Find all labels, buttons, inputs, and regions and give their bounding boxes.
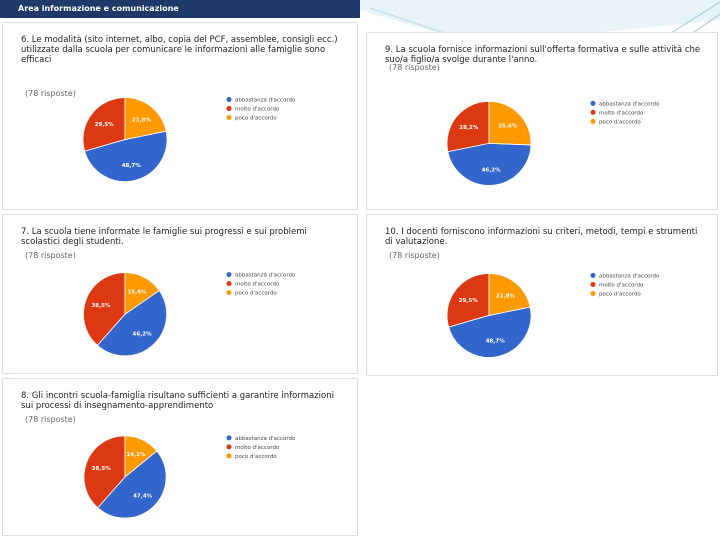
slice-label: 29,5% [95,122,115,128]
legend-swatch [590,281,596,287]
pie-slice [446,100,490,153]
chart-subtitle: (78 risposte) [25,89,76,98]
legend-label: poco d'accordo [235,291,277,297]
slice-label: 38,5% [91,303,111,309]
legend-label: abbastanza d'accordo [599,273,660,279]
legend-swatch [226,290,232,296]
pie-slice [447,142,532,186]
legend-swatch [590,109,596,115]
pie-slice [96,290,167,357]
legend-swatch [226,435,232,441]
legend-swatch [226,272,232,278]
pie-slice [124,97,167,141]
chart-panel: 6. Le modalità (sito internet, albo, cop… [2,22,358,210]
chart-title: 8. Gli incontri scuola-famiglia risultan… [21,391,334,411]
slice-label: 48,7% [122,163,142,169]
legend-swatch [590,290,596,296]
pie-slice [83,272,126,346]
legend-label: abbastanza d'accordo [235,98,296,104]
chart-subtitle: (78 risposte) [389,63,440,72]
pie-chart: 28,2% 46,2% 25,6% abbastanza d'accordo molto… [446,100,660,186]
chart-panel: 8. Gli incontri scuola-famiglia risultan… [2,378,358,536]
legend-label: abbastanza d'accordo [235,273,296,279]
legend-label: abbastanza d'accordo [235,436,296,442]
pie-slice [488,100,532,146]
legend-swatch [590,272,596,278]
chart-title: 9. La scuola fornisce informazioni sull'… [385,45,701,65]
pie-slice [82,97,126,152]
legend-label: molto d'accordo [599,282,644,288]
chart-subtitle: (78 risposte) [389,251,440,260]
pie-chart: 38,5% 47,4% 14,1% abbastanza d'accordo molto… [83,435,296,519]
chart-title: 10. I docenti forniscono informazioni su… [385,227,698,247]
pie-slice [97,450,167,519]
legend-label: poco d'accordo [235,454,277,460]
header-title: Area informazione e comunicazione [0,0,360,18]
pie-slice [83,435,126,509]
slice-label: 29,5% [459,298,479,304]
slice-label: 48,7% [486,339,506,345]
legend-swatch [226,106,232,112]
slice-label: 14,1% [126,452,146,458]
legend-swatch [226,115,232,121]
chart-panel: 9. La scuola fornisce informazioni sull'… [366,32,718,210]
pie-slice [84,130,168,182]
slice-label: 28,2% [459,125,479,131]
chart-panel: 10. I docenti forniscono informazioni su… [366,214,718,376]
legend-label: poco d'accordo [599,119,641,125]
legend-label: molto d'accordo [235,445,280,451]
legend-swatch [226,444,232,450]
pie-slice [124,435,158,478]
legend-swatch [226,97,232,103]
slice-label: 47,4% [133,493,153,499]
chart-subtitle: (78 risposte) [25,415,76,424]
legend-swatch [590,118,596,124]
chart-title: 6. Le modalità (sito internet, albo, cop… [21,35,338,65]
slice-label: 38,5% [92,466,112,472]
pie-slice [488,273,531,316]
chart-subtitle: (78 risposte) [25,251,76,260]
pie-chart: 29,5% 48,7% 21,8% abbastanza d'accordo molto… [446,272,660,358]
legend-swatch [590,100,596,106]
pie-chart: 38,5% 46,2% 15,4% abbastanza d'accordo molto… [83,272,296,357]
legend-swatch [226,453,232,459]
legend-label: molto d'accordo [235,282,280,288]
pie-slice [124,272,160,315]
legend-label: poco d'accordo [235,116,277,122]
pie-slice [448,306,532,358]
slice-label: 46,2% [133,332,153,338]
legend-label: molto d'accordo [599,110,644,116]
legend-label: poco d'accordo [599,291,641,297]
chart-title: 7. La scuola tiene informate le famiglie… [21,227,307,247]
legend-swatch [226,281,232,287]
chart-panel: 7. La scuola tiene informate le famiglie… [2,214,358,374]
slice-label: 21,8% [132,117,152,123]
legend-label: abbastanza d'accordo [599,101,660,107]
pie-slice [446,273,490,328]
pie-chart: 29,5% 48,7% 21,8% abbastanza d'accordo molto… [82,97,296,182]
slice-label: 46,2% [482,167,502,173]
legend-label: molto d'accordo [235,107,280,113]
slice-label: 21,8% [496,293,516,299]
slice-label: 25,6% [498,123,518,129]
slice-label: 15,4% [127,289,147,295]
